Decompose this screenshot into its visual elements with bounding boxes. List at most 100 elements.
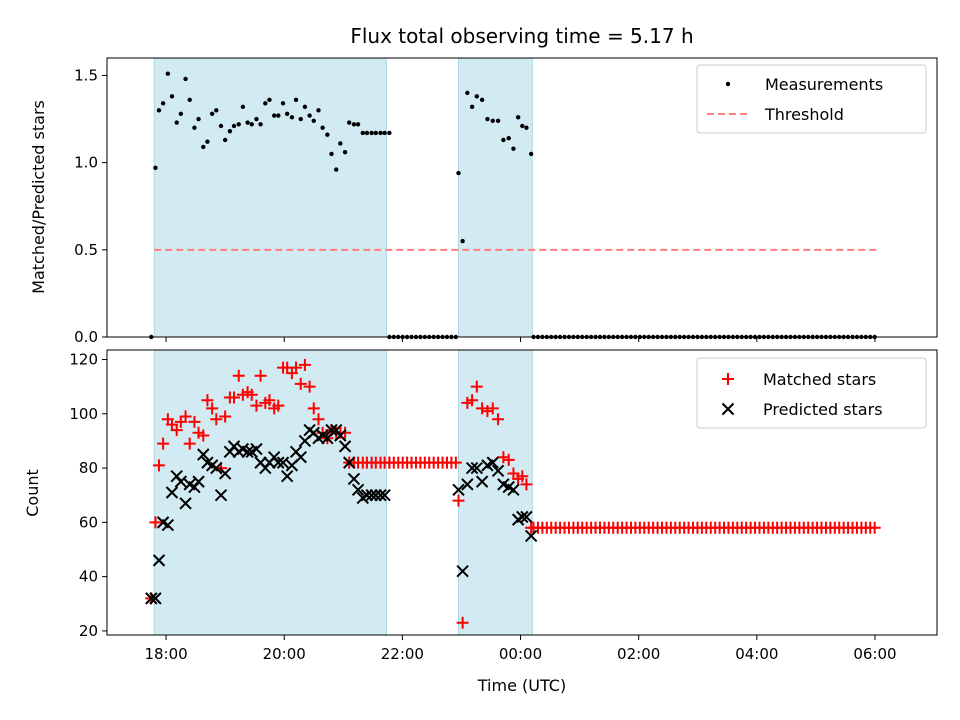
legend-threshold-label: Threshold — [764, 105, 844, 124]
counts-s1-point-0-24 — [250, 442, 263, 456]
counts-s0-point-1-14 — [520, 478, 533, 491]
counts-s1-point-0-8 — [179, 497, 192, 510]
ratio-s0-point-0-1 — [153, 165, 158, 171]
xtick-label-0: 18:00 — [144, 645, 187, 663]
counts-s1-point-1-0 — [452, 483, 465, 496]
ratio-s0-point-0-14 — [209, 111, 215, 117]
ratio-s0-point-1-9 — [501, 137, 506, 143]
counts-ytick-label-4: 100 — [69, 405, 98, 423]
xtick-label-2: 22:00 — [381, 645, 424, 663]
ratio-s0-point-0-7 — [178, 111, 184, 117]
counts-s1-point-0-4 — [161, 518, 175, 532]
ratio-s0-point-0-13 — [205, 139, 210, 144]
xtick-label-5: 04:00 — [735, 645, 778, 663]
counts-s0-point-0-17 — [219, 410, 232, 423]
legend-measurements-label: Measurements — [765, 75, 883, 94]
ratio-legend: Measurements Threshold — [696, 64, 927, 134]
counts-s1-point-1-5 — [475, 475, 489, 488]
ratio-s0-point-0-48 — [360, 130, 365, 136]
ratio-s0-point-0-16 — [218, 123, 224, 129]
counts-s1-point-1-3 — [465, 461, 479, 475]
xtick-label-1: 20:00 — [263, 645, 306, 663]
ratio-s0-point-1-5 — [479, 97, 485, 103]
ratio-ylabel: Matched/Predicted stars — [29, 100, 48, 294]
counts-s0-point-0-1 — [149, 516, 162, 529]
counts-s0-point-0-14 — [206, 402, 219, 415]
counts-s0-const-0-15 — [449, 456, 462, 469]
counts-s1-point-0-34 — [294, 451, 307, 464]
counts-s1-point-1-2 — [461, 478, 474, 491]
ratio-panel-frame — [106, 57, 938, 338]
ratio-s0-point-1-4 — [474, 94, 480, 99]
ratio-s0-point-0-53 — [382, 130, 387, 136]
ratio-s0-point-1-13 — [520, 123, 525, 129]
ratio-s0-point-0-19 — [231, 123, 237, 129]
counts-ytick-label-3: 80 — [79, 459, 98, 477]
counts-ytick-label-0: 20 — [79, 622, 98, 640]
ratio-s0-point-0-4 — [165, 71, 171, 76]
counts-s1-point-0-0 — [145, 592, 158, 605]
ratio-s0-point-0-27 — [267, 97, 272, 103]
ratio-s0-point-0-2 — [156, 108, 162, 113]
ratio-s0-point-0-52 — [378, 130, 383, 136]
ratio-s0-point-0-5 — [169, 94, 175, 99]
ratio-s0-point-0-23 — [249, 122, 254, 127]
counts-s1-point-1-13 — [516, 510, 529, 524]
counts-s1-point-0-11 — [192, 475, 205, 488]
ratio-s0-point-1-3 — [469, 104, 475, 110]
legend-matched-marker — [722, 373, 734, 385]
counts-s0-point-0-13 — [201, 394, 214, 407]
xtick-label-4: 02:00 — [617, 645, 660, 663]
counts-s1-point-0-46 — [347, 472, 361, 486]
counts-s0-point-0-27 — [263, 394, 276, 407]
ratio-observing-window-1 — [457, 57, 533, 338]
ratio-s0-point-1-1 — [460, 238, 465, 244]
ratio-ytick-label-3: 1.5 — [74, 66, 98, 84]
counts-s0-point-1-6 — [481, 405, 494, 418]
ratio-s0-point-0-44 — [342, 149, 348, 155]
ratio-s0-point-0-47 — [355, 122, 361, 127]
legend-predicted-marker — [721, 402, 735, 416]
counts-s0-point-1-9 — [497, 451, 510, 464]
counts-s1-point-1-7 — [486, 456, 499, 469]
counts-s1-point-0-22 — [241, 445, 254, 458]
counts-s1-point-0-16 — [214, 489, 228, 502]
counts-s0-point-0-44 — [339, 426, 352, 439]
ratio-ytick-label-0: 0.0 — [74, 328, 98, 346]
ratio-s0-point-0-11 — [196, 116, 201, 122]
counts-s1-point-0-51 — [369, 489, 382, 502]
counts-legend: Matched stars Predicted stars — [696, 357, 927, 429]
counts-s0-point-1-13 — [516, 470, 529, 483]
counts-s0-point-0-6 — [170, 424, 183, 437]
ratio-s0-point-0-28 — [271, 113, 277, 118]
counts-s1-point-0-43 — [334, 429, 347, 442]
counts-s1-point-1-15 — [524, 529, 538, 543]
ratio-s0-point-0-24 — [254, 116, 259, 122]
ratio-s0-point-0-42 — [334, 167, 339, 172]
ratio-s0-point-0-49 — [364, 130, 370, 136]
counts-s0-point-1-1 — [456, 616, 469, 629]
ratio-s0-point-0-9 — [187, 97, 192, 103]
ratio-s0-point-0-51 — [373, 130, 378, 136]
counts-ytick-label-2: 60 — [79, 513, 98, 531]
ratio-s0-point-0-41 — [329, 151, 334, 157]
counts-s1-point-0-29 — [272, 456, 285, 469]
counts-s0-point-0-2 — [152, 459, 165, 472]
ratio-s0-point-0-35 — [302, 104, 308, 110]
ratio-s0-point-0-15 — [214, 108, 219, 113]
ratio-s0-point-0-8 — [183, 76, 188, 82]
ratio-s0-point-0-39 — [320, 125, 325, 130]
ratio-s0-point-0-26 — [263, 101, 268, 106]
ratio-s0-point-0-17 — [222, 137, 228, 143]
counts-s0-point-0-24 — [250, 399, 263, 412]
counts-s1-point-1-14 — [520, 510, 533, 524]
counts-s1-point-0-1 — [149, 592, 162, 605]
counts-s0-point-0-38 — [312, 413, 325, 426]
counts-s0-const-1-77 — [868, 521, 881, 534]
counts-s0-point-0-36 — [303, 380, 316, 393]
ratio-observing-window-0 — [153, 57, 387, 338]
counts-s0-point-1-3 — [466, 394, 479, 407]
ratio-s0-point-1-14 — [524, 125, 529, 130]
counts-s1-point-1-8 — [491, 464, 505, 477]
ratio-ytick-label-2: 1.0 — [74, 154, 98, 172]
